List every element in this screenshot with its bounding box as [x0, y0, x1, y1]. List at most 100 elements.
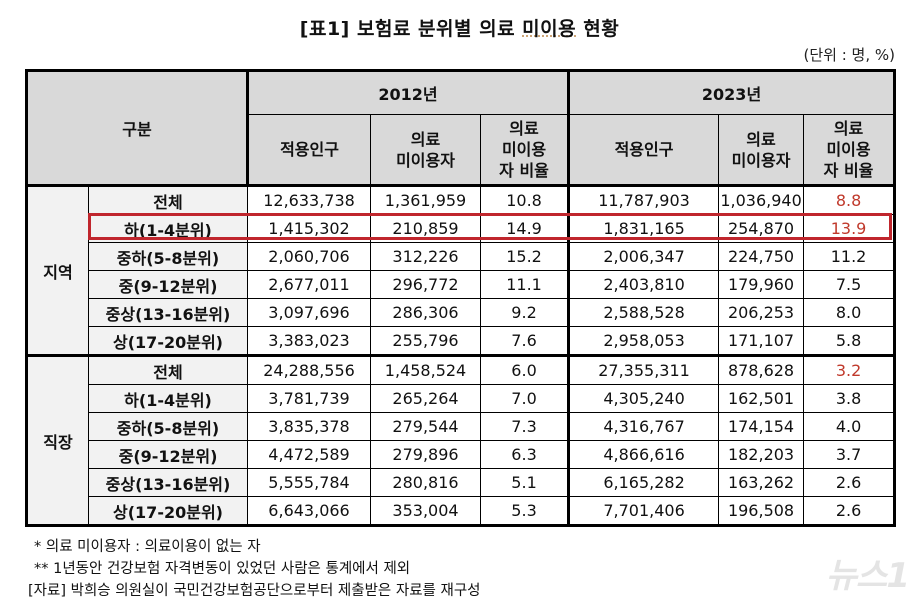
category-header: 구분 [25, 70, 250, 187]
source-note: [자료] 박희승 의원실이 국민건강보험공단으로부터 제출받은 자료를 재구성 [28, 583, 481, 599]
cell-nonusers-y2023: 206,253 [718, 298, 805, 327]
cell-rate-y2012: 6.3 [480, 440, 571, 469]
row-label: 전체 [87, 185, 249, 215]
cell-rate-y2023: 7.5 [803, 270, 896, 299]
cell-rate-y2012: 11.1 [480, 270, 571, 299]
cell-nonusers-y2012: 353,004 [370, 496, 482, 526]
year-header-2023: 2023년 [568, 70, 896, 115]
row-label: 중(9-12분위) [87, 270, 249, 299]
cell-nonusers-y2012: 210,859 [370, 214, 482, 243]
cell-pop-y2012: 4,472,589 [247, 440, 372, 469]
cell-pop-y2023: 4,866,616 [568, 440, 720, 469]
cell-nonusers-y2012: 312,226 [370, 242, 482, 271]
table-row: 중하(5-8분위) 3,835,378 279,544 7.3 4,316,767 174… [27, 412, 896, 441]
table-row: 중상(13-16분위) 5,555,784 280,816 5.1 6,165,282 1… [27, 468, 896, 497]
cell-rate-y2023: 3.2 [803, 354, 896, 385]
cell-pop-y2023: 4,305,240 [568, 384, 720, 413]
table-row: 직장 전체 24,288,556 1,458,524 6.0 27,355,311 878,… [26, 354, 896, 526]
cell-nonusers-y2012: 280,816 [370, 468, 482, 497]
column-header-population-2023: 적용인구 [568, 114, 720, 187]
cell-pop-y2023: 2,958,053 [568, 326, 720, 356]
column-header-nonusers-2023: 의료 미이용자 [718, 114, 805, 187]
row-label: 중(9-12분위) [87, 440, 249, 469]
table-row: 하(1-4분위) 1,415,302 210,859 14.9 1,831,165 254… [27, 214, 896, 243]
cell-rate-y2012: 14.9 [480, 214, 571, 243]
cell-pop-y2012: 2,060,706 [247, 242, 372, 271]
title-text: [표1] 보험료 분위별 의료 [299, 18, 523, 40]
cell-pop-y2023: 2,588,528 [568, 298, 720, 327]
cell-rate-y2023: 4.0 [803, 412, 896, 441]
cell-pop-y2023: 27,355,311 [568, 354, 720, 385]
row-label: 중상(13-16분위) [87, 468, 249, 497]
cell-rate-y2023: 8.0 [803, 298, 896, 327]
cell-rate-y2012: 7.3 [480, 412, 571, 441]
table-row: 중상(13-16분위) 3,097,696 286,306 9.2 2,588,528 2… [27, 298, 896, 327]
cell-nonusers-y2023: 174,154 [718, 412, 805, 441]
news1-watermark-logo: 뉴스1 [825, 556, 910, 596]
cell-pop-y2012: 24,288,556 [247, 354, 372, 385]
row-label: 중상(13-16분위) [87, 298, 249, 327]
cell-rate-y2012: 10.8 [480, 185, 571, 215]
group-label: 직장 [26, 354, 89, 526]
footnote-2: ** 1년동안 건강보험 자격변동이 있었던 사람은 통계에서 제외 [34, 561, 411, 577]
cell-pop-y2012: 12,633,738 [247, 185, 372, 215]
cell-pop-y2023: 1,831,165 [568, 214, 720, 243]
table-row: 상(17-20분위) 3,383,023 255,796 7.6 2,958,053 17… [27, 326, 896, 356]
cell-pop-y2012: 1,415,302 [247, 214, 372, 243]
cell-nonusers-y2023: 878,628 [718, 354, 805, 385]
cell-nonusers-y2023: 163,262 [718, 468, 805, 497]
table-row: 중(9-12분위) 2,677,011 296,772 11.1 2,403,810 17… [27, 270, 896, 299]
column-header-rate-2023: 의료 미이용 자 비율 [803, 114, 896, 187]
cell-nonusers-y2012: 1,361,959 [370, 185, 482, 215]
column-header-rate-2012: 의료 미이용 자 비율 [480, 114, 571, 187]
cell-nonusers-y2023: 254,870 [718, 214, 805, 243]
cell-rate-y2023: 2.6 [803, 496, 896, 526]
cell-pop-y2012: 3,781,739 [247, 384, 372, 413]
row-label: 하(1-4분위) [87, 214, 249, 243]
cell-nonusers-y2023: 224,750 [718, 242, 805, 271]
cell-nonusers-y2023: 182,203 [718, 440, 805, 469]
row-label: 상(17-20분위) [87, 326, 249, 356]
cell-rate-y2012: 7.6 [480, 326, 571, 356]
row-label: 상(17-20분위) [87, 496, 249, 526]
cell-rate-y2023: 5.8 [803, 326, 896, 356]
cell-pop-y2023: 2,403,810 [568, 270, 720, 299]
unit-label: (단위 : 명, %) [803, 46, 895, 64]
year-header-2012: 2012년 [247, 70, 571, 115]
cell-pop-y2023: 6,165,282 [568, 468, 720, 497]
cell-rate-y2012: 9.2 [480, 298, 571, 327]
footnote-1: * 의료 미이용자 : 의료이용이 없는 자 [34, 539, 261, 555]
cell-nonusers-y2012: 1,458,524 [370, 354, 482, 385]
cell-rate-y2023: 8.8 [803, 185, 896, 215]
cell-nonusers-y2012: 255,796 [370, 326, 482, 356]
row-label: 중하(5-8분위) [87, 242, 249, 271]
table-row: 하(1-4분위) 3,781,739 265,264 7.0 4,305,240 162,… [27, 384, 896, 413]
cell-pop-y2023: 7,701,406 [568, 496, 720, 526]
cell-nonusers-y2023: 196,508 [718, 496, 805, 526]
row-label: 전체 [87, 354, 249, 385]
table-row: 중(9-12분위) 4,472,589 279,896 6.3 4,866,616 182… [27, 440, 896, 469]
cell-nonusers-y2023: 162,501 [718, 384, 805, 413]
table-title: [표1] 보험료 분위별 의료 미이용 현황 [0, 14, 919, 41]
column-header-population-2012: 적용인구 [247, 114, 372, 187]
cell-rate-y2023: 11.2 [803, 242, 896, 271]
cell-rate-y2023: 3.7 [803, 440, 896, 469]
table-row: 상(17-20분위) 6,643,066 353,004 5.3 7,701,406 19… [27, 496, 896, 526]
cell-rate-y2023: 13.9 [803, 214, 896, 243]
row-label: 하(1-4분위) [87, 384, 249, 413]
footnotes: * 의료 미이용자 : 의료이용이 없는 자 ** 1년동안 건강보험 자격변동… [28, 536, 481, 602]
cell-pop-y2012: 3,835,378 [247, 412, 372, 441]
table-row: 중하(5-8분위) 2,060,706 312,226 15.2 2,006,347 22… [27, 242, 896, 271]
cell-nonusers-y2012: 286,306 [370, 298, 482, 327]
cell-nonusers-y2012: 296,772 [370, 270, 482, 299]
cell-rate-y2012: 15.2 [480, 242, 571, 271]
cell-rate-y2012: 7.0 [480, 384, 571, 413]
cell-pop-y2012: 6,643,066 [247, 496, 372, 526]
title-underlined-word: 미이용 [522, 18, 577, 40]
group-label: 지역 [26, 185, 89, 356]
table-row: 지역 전체 12,633,738 1,361,959 10.8 11,787,903 1,0… [26, 185, 896, 356]
cell-pop-y2012: 3,097,696 [247, 298, 372, 327]
cell-nonusers-y2012: 279,896 [370, 440, 482, 469]
cell-rate-y2012: 6.0 [480, 354, 571, 385]
cell-nonusers-y2023: 179,960 [718, 270, 805, 299]
